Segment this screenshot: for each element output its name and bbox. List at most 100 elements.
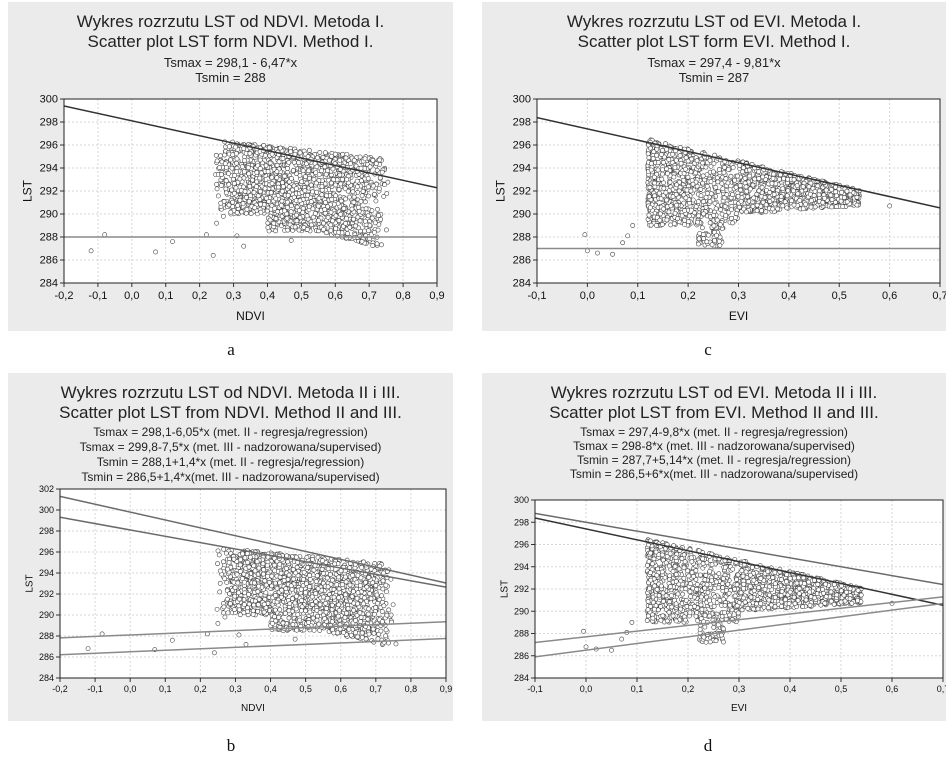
scatter-point [379, 609, 385, 614]
scatter-point [242, 158, 247, 163]
scatter-point [284, 215, 290, 221]
scatter-point [294, 212, 299, 218]
scatter-point [648, 222, 654, 228]
x-tick-label: 0,0 [580, 290, 595, 302]
x-tick-label: -0,1 [87, 684, 103, 694]
scatter-point [356, 208, 362, 214]
scatter-point [833, 189, 839, 195]
scatter-point [727, 187, 733, 192]
scatter-point [675, 216, 680, 222]
scatter-point [701, 236, 707, 242]
scatter-point [729, 207, 734, 213]
scatter-point [780, 203, 786, 209]
scatter-point [367, 164, 373, 170]
scatter-point [340, 176, 345, 182]
scatter-point [241, 184, 246, 190]
y-axis-label: LST [494, 179, 508, 202]
x-tick-label: -0,1 [88, 290, 107, 302]
scatter-point [661, 206, 666, 212]
scatter-point [240, 201, 246, 206]
scatter-point [316, 218, 321, 223]
scatter-point [646, 155, 652, 161]
scatter-point [234, 572, 240, 577]
scatter-point [381, 603, 387, 609]
scatter-point [715, 179, 721, 185]
scatter-outlier-point [610, 251, 615, 257]
scatter-point [317, 150, 323, 155]
scatter-point [815, 183, 821, 189]
scatter-point [272, 205, 278, 211]
scatter-point [648, 167, 654, 173]
scatter-point [321, 227, 326, 232]
scatter-point [223, 186, 229, 192]
scatter-point [313, 170, 319, 176]
y-tick-label: 296 [513, 140, 531, 152]
scatter-point [722, 204, 728, 209]
scatter-point [756, 169, 762, 175]
equation-line: Tsmax = 297,4 - 9,81*x [647, 55, 781, 70]
scatter-point [362, 156, 368, 162]
scatter-point [332, 151, 338, 157]
scatter-point [286, 184, 292, 190]
scatter-point [262, 186, 268, 191]
scatter-point [288, 149, 294, 155]
scatter-point [741, 165, 746, 171]
scatter-point [681, 177, 687, 183]
scatter-point [854, 202, 860, 208]
scatter-point [709, 242, 715, 248]
scatter-point [645, 151, 651, 157]
scatter-point [375, 600, 380, 606]
scatter-point [250, 177, 255, 183]
scatter-point [304, 213, 310, 219]
scatter-point [737, 183, 743, 188]
scatter-point [223, 190, 229, 196]
y-tick-label: 298 [39, 526, 54, 536]
scatter-point [854, 194, 860, 200]
scatter-point [800, 184, 806, 189]
scatter-point [251, 190, 257, 195]
scatter-point [219, 172, 224, 177]
scatter-outlier-point [214, 220, 219, 226]
scatter-point [724, 192, 730, 198]
scatter-point [217, 165, 222, 170]
scatter-point [279, 198, 285, 204]
scatter-point [379, 169, 385, 175]
scatter-point [351, 589, 356, 594]
scatter-point [844, 188, 850, 194]
scatter-point [376, 186, 382, 192]
scatter-point [820, 200, 826, 205]
scatter-point [350, 189, 356, 195]
scatter-point [647, 205, 653, 210]
x-tick-label: 0,1 [159, 684, 172, 694]
scatter-point [703, 164, 709, 170]
scatter-point [315, 203, 321, 209]
scatter-outlier-point [153, 249, 158, 255]
scatter-point [297, 198, 303, 204]
scatter-point [239, 164, 245, 170]
scatter-point [355, 634, 361, 640]
scatter-point [366, 606, 372, 612]
scatter-point [261, 142, 267, 148]
scatter-point [707, 157, 713, 163]
scatter-point [655, 167, 661, 173]
scatter-outlier-point [625, 233, 631, 239]
scatter-point [683, 155, 689, 161]
scatter-point [232, 172, 238, 178]
scatter-point [365, 176, 371, 181]
scatter-point [228, 209, 234, 215]
y-tick-label: 300 [39, 505, 54, 515]
scatter-point [646, 194, 652, 199]
scatter-point [280, 620, 286, 626]
scatter-point [311, 176, 317, 182]
scatter-point [252, 205, 258, 211]
scatter-point [234, 160, 239, 166]
scatter-point [331, 177, 336, 183]
scatter-point [302, 188, 308, 193]
scatter-point [707, 199, 713, 204]
x-tick-label: 0,8 [405, 684, 418, 694]
scatter-point [243, 194, 249, 200]
scatter-point [242, 555, 248, 561]
scatter-point [237, 197, 243, 203]
scatter-point [338, 181, 344, 187]
scatter-point [708, 163, 714, 169]
